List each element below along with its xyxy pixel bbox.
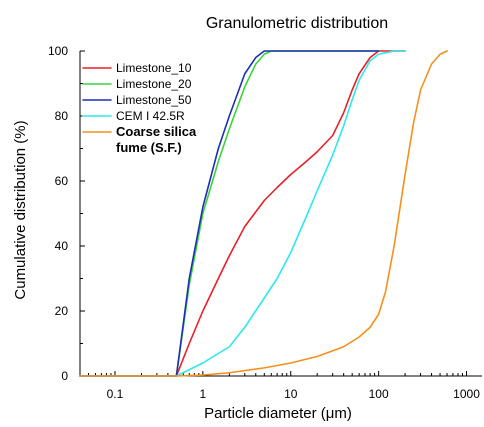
y-ticks: 0 20 40 60 80 100 bbox=[48, 44, 85, 383]
y-axis-title-group: Cumulative distribution (%) bbox=[12, 120, 29, 299]
x-axis-title: Particle diameter (μm) bbox=[204, 405, 352, 422]
series-line-4 bbox=[79, 50, 448, 377]
legend: Limestone_10 Limestone_20 Limestone_50 CEM … bbox=[82, 61, 197, 155]
legend-label-2: Limestone_50 bbox=[116, 93, 192, 107]
x-tick-label: 1000 bbox=[453, 387, 480, 401]
legend-label-4-line-1: fume (S.F.) bbox=[116, 140, 182, 155]
y-tick-label: 0 bbox=[61, 369, 68, 383]
series-line-0 bbox=[79, 50, 406, 377]
chart-title: Granulometric distribution bbox=[206, 15, 388, 32]
y-tick-label: 80 bbox=[55, 109, 69, 123]
legend-label-4: Coarse silica bbox=[116, 124, 197, 139]
series-group bbox=[79, 50, 448, 377]
y-tick-label: 100 bbox=[48, 44, 68, 58]
legend-label-1: Limestone_20 bbox=[116, 77, 192, 91]
legend-label-0: Limestone_10 bbox=[116, 61, 192, 75]
series-line-3 bbox=[79, 50, 406, 377]
x-tick-label: 10 bbox=[284, 387, 298, 401]
x-tick-label: 0.1 bbox=[107, 387, 124, 401]
x-tick-label: 100 bbox=[369, 387, 389, 401]
y-tick-label: 60 bbox=[55, 174, 69, 188]
y-axis-title: Cumulative distribution (%) bbox=[12, 120, 29, 299]
legend-label-3: CEM I 42.5R bbox=[116, 109, 185, 123]
series-line-2 bbox=[79, 50, 380, 377]
x-tick-label: 1 bbox=[200, 387, 207, 401]
x-ticks: 0.1 1 10 100 1000 bbox=[88, 371, 480, 401]
y-tick-label: 20 bbox=[55, 304, 69, 318]
y-tick-label: 40 bbox=[55, 239, 69, 253]
